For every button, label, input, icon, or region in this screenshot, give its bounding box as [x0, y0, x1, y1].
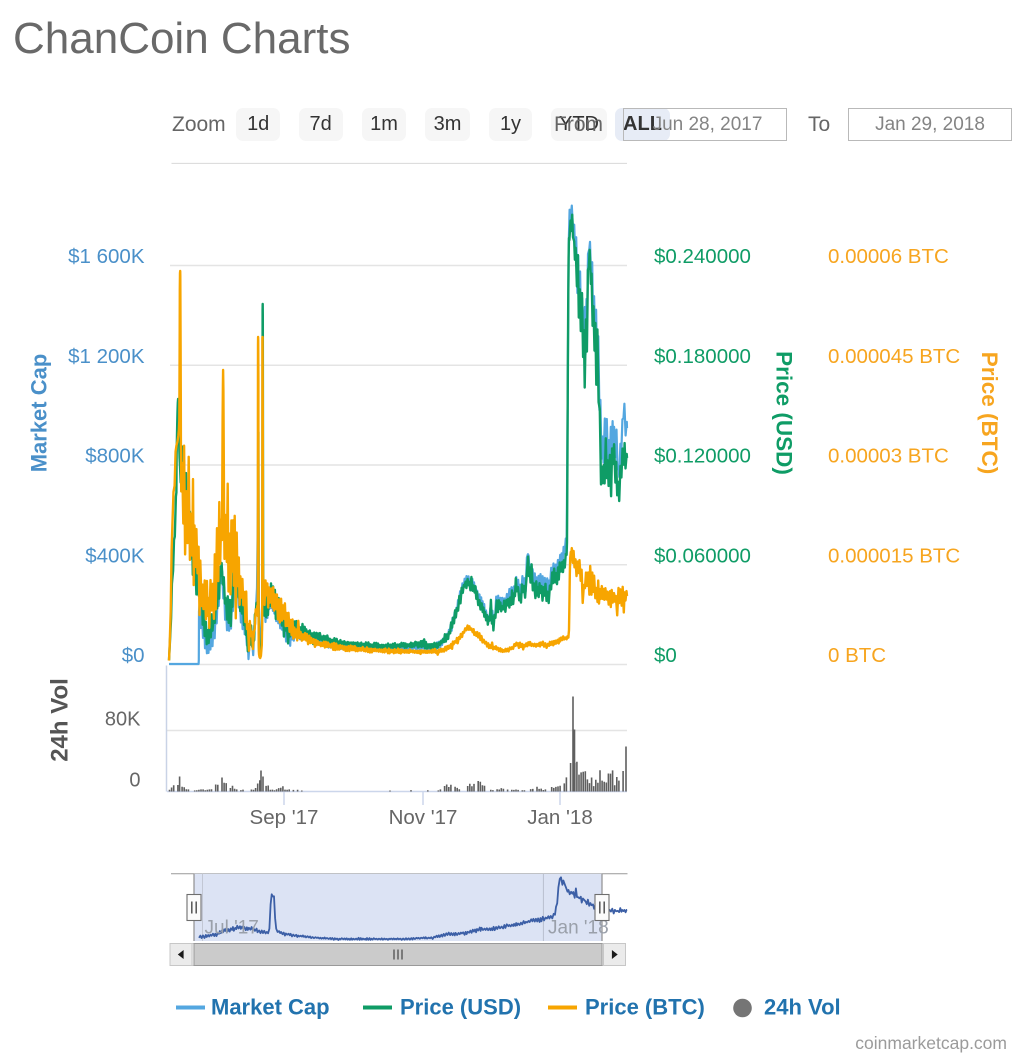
svg-text:Price (USD): Price (USD)	[772, 351, 797, 475]
svg-text:$0: $0	[654, 644, 677, 667]
svg-text:0 BTC: 0 BTC	[828, 644, 886, 667]
svg-text:80K: 80K	[105, 709, 141, 731]
svg-text:$0: $0	[122, 644, 145, 667]
svg-text:Market Cap: Market Cap	[211, 995, 330, 1020]
svg-text:24h Vol: 24h Vol	[764, 995, 841, 1020]
svg-text:Sep '17: Sep '17	[250, 806, 319, 829]
svg-text:Nov '17: Nov '17	[389, 806, 458, 829]
svg-text:0.00003 BTC: 0.00003 BTC	[828, 445, 949, 468]
svg-text:0.000045 BTC: 0.000045 BTC	[828, 345, 960, 368]
svg-text:0: 0	[129, 770, 140, 792]
svg-text:$0.180000: $0.180000	[654, 345, 751, 368]
svg-text:$0.120000: $0.120000	[654, 445, 751, 468]
svg-text:Price (BTC): Price (BTC)	[585, 995, 705, 1020]
svg-text:$0.060000: $0.060000	[654, 544, 751, 567]
svg-text:$1 200K: $1 200K	[68, 345, 145, 368]
svg-text:$0.240000: $0.240000	[654, 245, 751, 268]
svg-text:$800K: $800K	[85, 445, 145, 468]
svg-text:Price (USD): Price (USD)	[400, 995, 521, 1020]
svg-text:24h Vol: 24h Vol	[47, 678, 74, 762]
svg-text:Jan '18: Jan '18	[548, 918, 609, 939]
svg-text:0.00006 BTC: 0.00006 BTC	[828, 245, 949, 268]
svg-text:Jan '18: Jan '18	[527, 806, 592, 829]
svg-text:Price (BTC): Price (BTC)	[977, 352, 1002, 475]
svg-text:Jul '17: Jul '17	[205, 918, 259, 939]
svg-text:$1 600K: $1 600K	[68, 245, 145, 268]
svg-text:$400K: $400K	[85, 544, 145, 567]
svg-text:0.000015 BTC: 0.000015 BTC	[828, 544, 960, 567]
svg-text:Market Cap: Market Cap	[27, 354, 52, 473]
svg-text:coinmarketcap.com: coinmarketcap.com	[855, 1033, 1007, 1053]
